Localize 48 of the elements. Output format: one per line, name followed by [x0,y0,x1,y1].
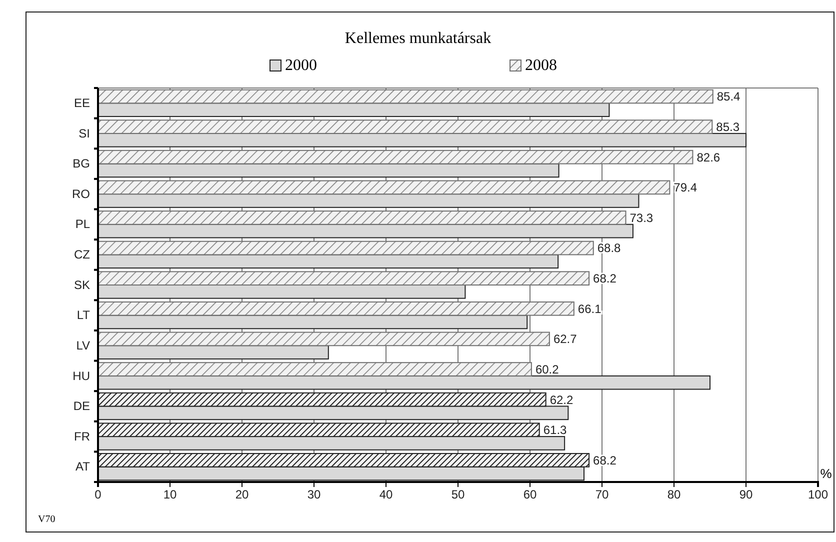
x-tick-label: 10 [163,488,177,502]
y-tick-label: SI [78,126,90,140]
data-label: 85.3 [716,120,740,134]
x-tick-label: 30 [307,488,321,502]
x-tick-label: 80 [667,488,681,502]
bar [98,102,610,117]
x-tick-label: 60 [523,488,537,502]
y-tick-label: BG [72,156,90,171]
chart-title: Kellemes munkatársak [344,30,492,47]
data-label: 82.6 [696,150,720,164]
y-tick-label: CZ [74,248,90,262]
x-tick-label: 0 [94,488,102,502]
x-tick-label: 50 [451,488,465,502]
bar [98,194,640,208]
bar [98,163,560,178]
data-label: 62.7 [553,332,578,346]
y-tick-label: HU [72,368,90,383]
x-tick-label: 40 [379,488,393,502]
bar [98,132,746,148]
x-tick-label: 90 [739,488,753,502]
data-label: 61.3 [543,423,568,438]
data-label: 85.4 [716,90,741,104]
x-tick-label: 70 [595,488,609,502]
data-label: 62.2 [550,392,574,407]
x-tick-label: 100 [808,488,828,502]
bar [98,254,559,269]
y-tick-label: AT [76,460,91,474]
bar [98,314,528,330]
y-tick-label: DE [73,399,90,414]
x-axis-title: % [820,466,832,481]
y-tick-label: RO [72,186,90,201]
text: V70 [38,514,56,525]
legend-label: 2000 [285,57,317,74]
data-label: 73.3 [630,210,654,225]
y-tick-label: LT [76,308,91,322]
bar [98,224,634,238]
y-tick-label: SK [74,278,90,292]
bar [98,375,710,390]
series-label: 2008 [525,57,557,74]
bar [98,345,329,360]
y-tick-label: LV [76,338,90,352]
data-label: 66.1 [578,302,602,316]
x-tick-label: 20 [235,488,249,502]
data-label: 60.2 [535,362,560,376]
y-tick-label: EE [74,96,90,110]
y-tick-label: PL [75,217,90,232]
y-tick-label: FR [74,429,90,444]
bar [98,284,466,299]
